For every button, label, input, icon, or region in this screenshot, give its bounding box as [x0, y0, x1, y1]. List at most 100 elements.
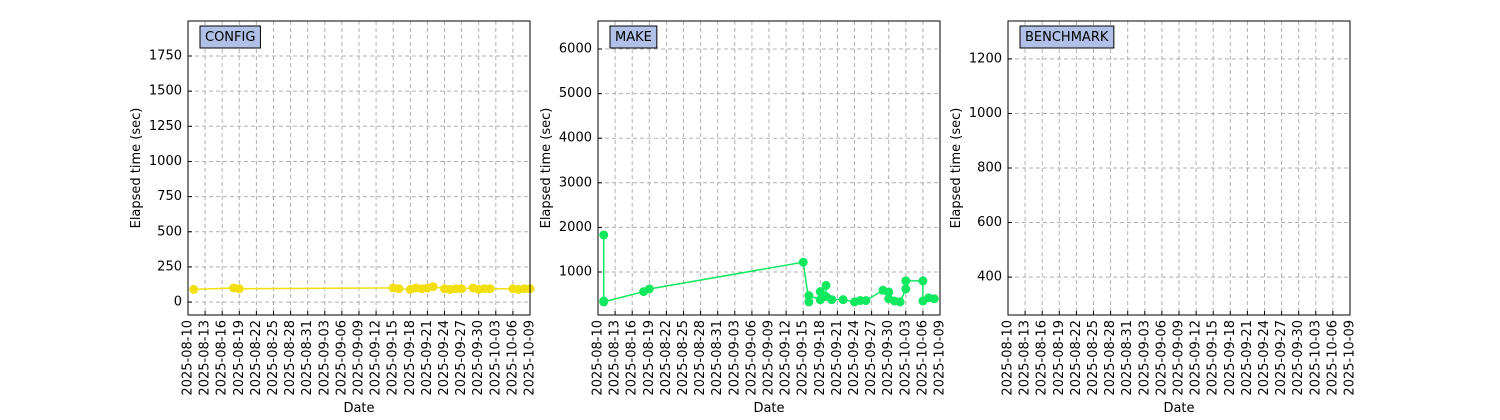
x-tick-label: 2025-08-28 — [283, 320, 298, 396]
data-point — [901, 276, 911, 286]
x-tick-label: 2025-09-15 — [796, 320, 811, 396]
x-tick-label: 2025-08-31 — [710, 320, 725, 396]
data-point — [804, 297, 814, 307]
x-tick-label: 2025-08-19 — [232, 320, 247, 396]
y-axis-label: Elapsed time (sec) — [539, 108, 554, 229]
axes-frame — [187, 20, 531, 316]
panel-title: CONFIG — [205, 30, 255, 45]
x-tick-label: 2025-08-10 — [181, 320, 196, 396]
x-tick-label: 2025-09-27 — [1274, 320, 1289, 396]
x-tick-label: 2025-09-09 — [1172, 320, 1187, 396]
y-tick-label: 5000 — [559, 86, 592, 101]
x-tick-label: 2025-09-12 — [779, 320, 794, 396]
x-tick-label: 2025-08-31 — [300, 320, 315, 396]
x-tick-label: 2025-09-18 — [1223, 320, 1238, 396]
x-tick-label: 2025-09-15 — [1206, 320, 1221, 396]
x-tick-label: 2025-09-27 — [454, 320, 469, 396]
axes-frame — [597, 20, 941, 316]
x-tick-label: 2025-09-30 — [881, 320, 896, 396]
data-point — [798, 257, 808, 267]
x-tick-label: 2025-09-21 — [1240, 320, 1255, 396]
data-point — [428, 282, 438, 292]
y-tick-label: 1200 — [969, 51, 1002, 66]
y-tick-label: 250 — [157, 259, 182, 274]
x-axis-label: Date — [343, 401, 374, 416]
x-tick-label: 2025-09-06 — [334, 320, 349, 396]
x-tick-label: 2025-08-13 — [1018, 320, 1033, 396]
data-point — [394, 284, 404, 294]
x-axis-label: Date — [753, 401, 784, 416]
y-tick-label: 1000 — [969, 106, 1002, 121]
y-tick-label: 3000 — [559, 175, 592, 190]
data-point — [485, 284, 495, 294]
data-point — [861, 296, 871, 306]
x-tick-label: 2025-08-13 — [198, 320, 213, 396]
data-point — [901, 284, 911, 294]
data-point — [827, 295, 837, 305]
x-tick-label: 2025-08-22 — [1069, 320, 1084, 396]
x-tick-label: 2025-10-09 — [1343, 320, 1358, 396]
x-tick-label: 2025-09-15 — [386, 320, 401, 396]
y-axis-label: Elapsed time (sec) — [129, 108, 144, 229]
panel-title: BENCHMARK — [1025, 30, 1109, 45]
x-tick-label: 2025-09-21 — [830, 320, 845, 396]
y-tick-label: 750 — [157, 189, 182, 204]
x-tick-label: 2025-10-06 — [1325, 320, 1340, 396]
y-tick-label: 600 — [977, 215, 1002, 230]
title-box — [1019, 25, 1115, 49]
x-tick-label: 2025-09-03 — [317, 320, 332, 396]
data-point — [929, 294, 939, 304]
x-tick-label: 2025-10-03 — [488, 320, 503, 396]
x-tick-label: 2025-08-22 — [659, 320, 674, 396]
x-tick-label: 2025-09-03 — [727, 320, 742, 396]
x-tick-label: 2025-09-24 — [437, 320, 452, 396]
data-point — [838, 295, 848, 305]
data-point — [599, 297, 609, 307]
x-tick-label: 2025-08-16 — [1035, 320, 1050, 396]
y-tick-label: 4000 — [559, 131, 592, 146]
x-tick-label: 2025-09-09 — [762, 320, 777, 396]
x-tick-label: 2025-09-09 — [352, 320, 367, 396]
data-point — [821, 280, 831, 290]
x-tick-label: 2025-09-24 — [847, 320, 862, 396]
x-tick-label: 2025-10-03 — [898, 320, 913, 396]
x-tick-label: 2025-09-30 — [471, 320, 486, 396]
x-tick-label: 2025-09-30 — [1291, 320, 1306, 396]
x-tick-label: 2025-09-12 — [369, 320, 384, 396]
x-tick-label: 2025-08-13 — [608, 320, 623, 396]
data-point — [804, 291, 814, 301]
x-tick-label: 2025-09-03 — [1137, 320, 1152, 396]
x-tick-label: 2025-09-24 — [1257, 320, 1272, 396]
y-tick-label: 1000 — [149, 154, 182, 169]
x-tick-label: 2025-09-21 — [420, 320, 435, 396]
data-point — [599, 230, 609, 240]
title-box — [199, 25, 261, 49]
y-tick-label: 1500 — [149, 84, 182, 99]
x-tick-label: 2025-08-25 — [676, 320, 691, 396]
x-tick-label: 2025-08-25 — [1086, 320, 1101, 396]
x-tick-label: 2025-08-25 — [266, 320, 281, 396]
x-tick-label: 2025-08-16 — [625, 320, 640, 396]
y-tick-label: 800 — [977, 161, 1002, 176]
x-tick-label: 2025-08-16 — [215, 320, 230, 396]
x-tick-label: 2025-08-19 — [642, 320, 657, 396]
x-tick-label: 2025-09-12 — [1189, 320, 1204, 396]
y-tick-label: 0 — [174, 295, 182, 310]
data-point — [457, 284, 467, 294]
x-tick-label: 2025-08-31 — [1120, 320, 1135, 396]
x-tick-label: 2025-09-27 — [864, 320, 879, 396]
y-tick-label: 1000 — [559, 265, 592, 280]
x-tick-label: 2025-08-22 — [249, 320, 264, 396]
data-point — [884, 287, 894, 297]
x-tick-label: 2025-09-06 — [1154, 320, 1169, 396]
y-axis-label: Elapsed time (sec) — [949, 108, 964, 229]
x-tick-label: 2025-10-09 — [523, 320, 538, 396]
x-tick-label: 2025-10-03 — [1308, 320, 1323, 396]
x-tick-label: 2025-10-06 — [915, 320, 930, 396]
y-tick-label: 6000 — [559, 42, 592, 57]
title-box — [609, 25, 658, 49]
x-tick-label: 2025-08-28 — [693, 320, 708, 396]
x-tick-label: 2025-08-19 — [1052, 320, 1067, 396]
data-point — [895, 297, 905, 307]
